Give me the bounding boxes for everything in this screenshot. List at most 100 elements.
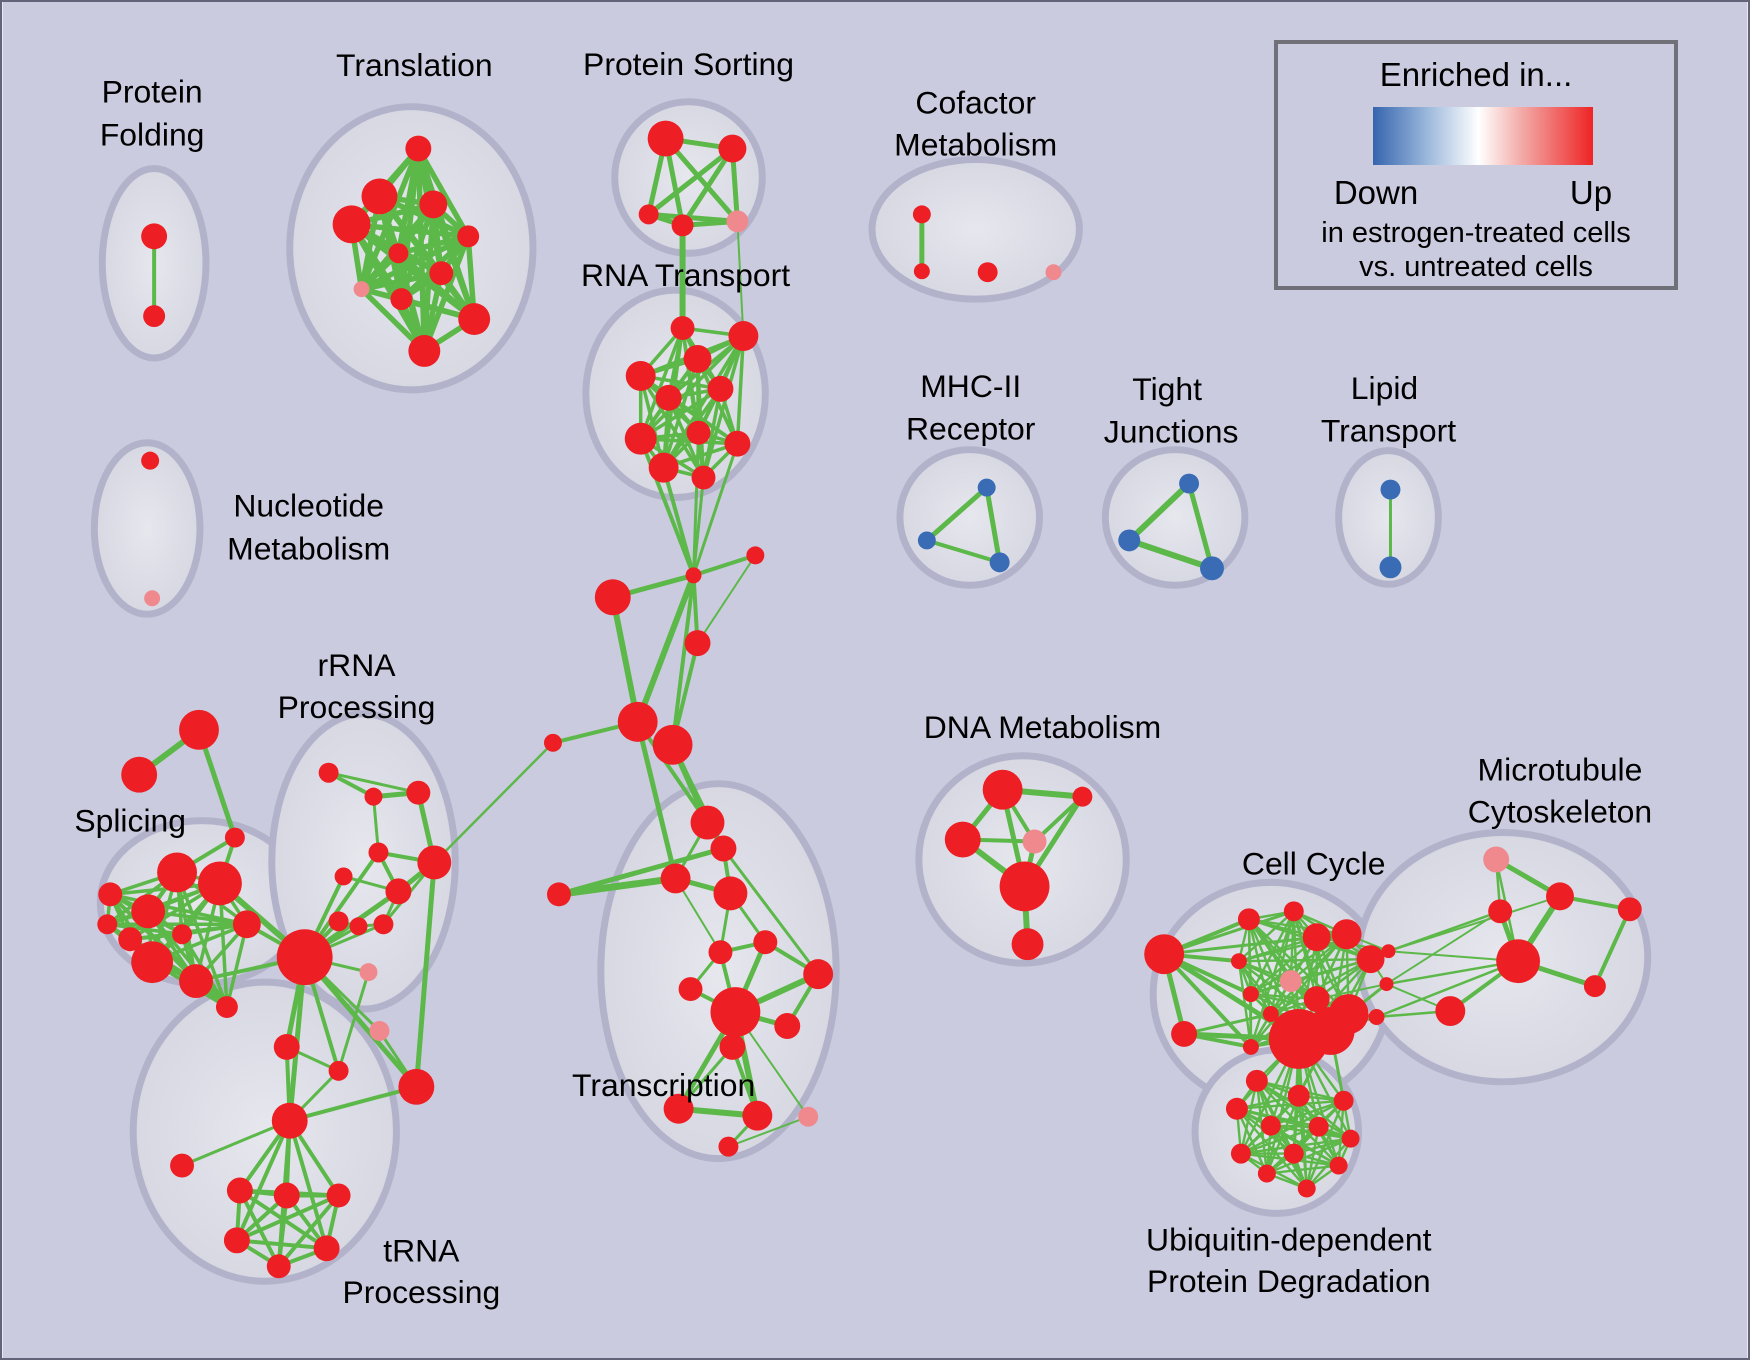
node-txb2 bbox=[742, 1100, 773, 1131]
node-txp bbox=[798, 1106, 819, 1127]
cluster-nucleotide-metabolism-ellipse bbox=[90, 439, 204, 618]
cluster-lipid-transport-label-2: Transport bbox=[1321, 413, 1456, 449]
edge bbox=[1162, 952, 1253, 1049]
node-tx3 bbox=[660, 863, 691, 894]
edge bbox=[638, 326, 685, 441]
cluster-microtubule-cytoskeleton-label-2: Cytoskeleton bbox=[1468, 794, 1652, 830]
edge bbox=[105, 922, 184, 936]
edge bbox=[924, 485, 990, 543]
node-cc12 bbox=[1242, 1038, 1259, 1055]
node-D bbox=[684, 630, 711, 657]
node-tl4 bbox=[332, 205, 371, 244]
cluster-microtubule-cytoskeleton-label-1: Microtubule bbox=[1478, 752, 1643, 788]
node-r8 bbox=[276, 929, 333, 986]
node-cc11 bbox=[1262, 1006, 1279, 1022]
node-rt6 bbox=[655, 384, 682, 411]
node-u7 bbox=[1341, 1129, 1360, 1148]
node-r6 bbox=[385, 878, 412, 905]
node-cf4 bbox=[1045, 264, 1062, 281]
node-r13 bbox=[273, 1033, 300, 1060]
node-s10 bbox=[172, 924, 193, 945]
edge bbox=[1387, 895, 1561, 953]
edge bbox=[1269, 957, 1372, 1016]
node-tl7 bbox=[429, 261, 454, 286]
edge bbox=[1249, 936, 1318, 996]
node-A bbox=[685, 567, 702, 584]
edge bbox=[1126, 537, 1215, 572]
node-s9 bbox=[215, 996, 238, 1019]
cluster-cell-cycle-label: Cell Cycle bbox=[1242, 845, 1386, 881]
node-rt5 bbox=[707, 375, 734, 402]
node-cc7 bbox=[1356, 945, 1385, 974]
node-r11 bbox=[373, 914, 394, 935]
cluster-tight-junctions-label-1: Tight bbox=[1132, 371, 1202, 407]
node-o1 bbox=[170, 1153, 195, 1178]
node-h4 bbox=[223, 1227, 250, 1254]
node-mt4 bbox=[1496, 939, 1541, 984]
cluster-mhc-ii-receptor-label-2: Receptor bbox=[906, 411, 1036, 447]
node-ps4 bbox=[671, 214, 694, 237]
node-m2 bbox=[917, 531, 936, 550]
node-mt6 bbox=[1583, 975, 1606, 998]
node-r15 bbox=[398, 1068, 435, 1105]
node-mt7 bbox=[1617, 897, 1642, 922]
edge bbox=[692, 442, 739, 577]
node-tx5 bbox=[708, 940, 733, 965]
cluster-translation-label: Translation bbox=[336, 47, 493, 83]
edge bbox=[1237, 957, 1372, 963]
node-u5 bbox=[1260, 1115, 1281, 1136]
edge bbox=[661, 334, 746, 470]
node-d4 bbox=[999, 861, 1050, 912]
node-pf2 bbox=[143, 305, 166, 328]
edge bbox=[638, 374, 706, 480]
cluster-nucleotide-metabolism-label-2: Metabolism bbox=[227, 530, 390, 566]
node-tj2 bbox=[1118, 529, 1141, 552]
cluster-mhc-ii-receptor-label-1: MHC-II bbox=[920, 368, 1021, 404]
node-rt3 bbox=[683, 344, 712, 373]
cluster-protein-folding-label-2: Folding bbox=[100, 117, 205, 153]
node-u9 bbox=[1283, 1143, 1304, 1164]
legend-gradient-bar bbox=[1373, 107, 1593, 165]
node-tl6 bbox=[388, 243, 409, 264]
node-r12 bbox=[359, 963, 378, 982]
edge bbox=[663, 136, 740, 224]
node-cc13 bbox=[1303, 986, 1330, 1013]
node-lt2 bbox=[1379, 556, 1402, 579]
node-cf1 bbox=[912, 205, 931, 224]
node-rt8 bbox=[624, 422, 657, 455]
node-h3 bbox=[326, 1183, 351, 1208]
edge bbox=[1375, 959, 1520, 1019]
node-r10 bbox=[349, 917, 368, 936]
node-conn3 bbox=[1368, 1009, 1385, 1025]
edge bbox=[924, 538, 1002, 565]
node-u1 bbox=[1245, 1069, 1268, 1092]
node-tl8 bbox=[353, 281, 370, 298]
node-r4 bbox=[368, 842, 389, 863]
node-tx6 bbox=[753, 930, 778, 955]
node-ps1 bbox=[647, 120, 684, 157]
node-s4 bbox=[98, 882, 123, 907]
edge bbox=[556, 846, 726, 897]
node-rt11 bbox=[691, 465, 716, 490]
cluster-rrna-processing-label-1: rRNA bbox=[318, 647, 397, 683]
legend-caption-line2: vs. untreated cells bbox=[1359, 251, 1593, 283]
edge bbox=[721, 847, 820, 976]
node-s5 bbox=[232, 910, 261, 939]
edge bbox=[287, 1118, 329, 1251]
cluster-cofactor-metabolism-label-2: Metabolism bbox=[894, 127, 1057, 163]
node-cc10 bbox=[1242, 986, 1259, 1003]
node-mt1 bbox=[1483, 846, 1510, 873]
edge bbox=[1265, 1164, 1340, 1175]
edge bbox=[413, 859, 437, 1090]
node-hub1 bbox=[617, 701, 658, 742]
node-h6 bbox=[266, 1254, 291, 1279]
edge bbox=[661, 465, 696, 578]
node-tx4 bbox=[713, 876, 748, 911]
node-cf2 bbox=[913, 263, 930, 280]
edge bbox=[691, 553, 758, 578]
cluster-cofactor-metabolism-label-1: Cofactor bbox=[915, 85, 1036, 121]
node-tl11 bbox=[408, 335, 441, 367]
cluster-trna-processing-label-2: Processing bbox=[342, 1274, 500, 1310]
node-s11 bbox=[97, 914, 118, 935]
node-t3 bbox=[224, 827, 245, 848]
